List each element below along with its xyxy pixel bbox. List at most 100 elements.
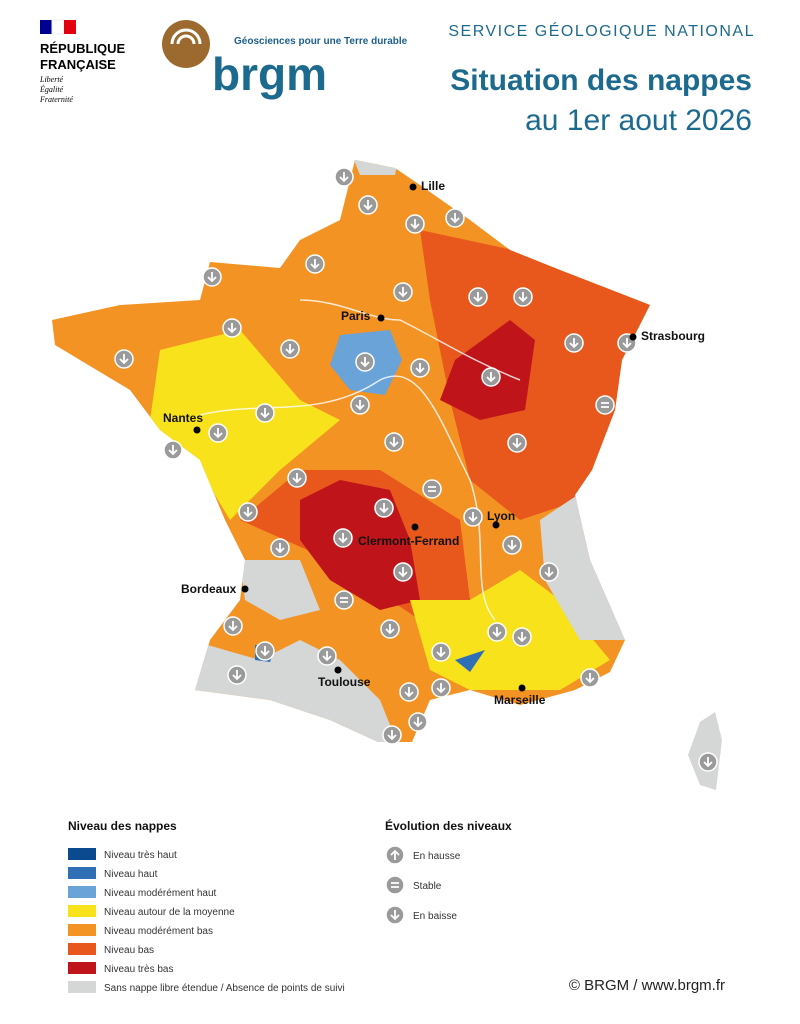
trend-icon: [114, 349, 134, 369]
trend-icon: [468, 287, 488, 307]
legend-label: Niveau modérément haut: [104, 888, 217, 899]
trend-icon: [287, 468, 307, 488]
city-dot: [241, 585, 249, 593]
trend-icon: [358, 195, 378, 215]
city-label: Lille: [421, 179, 445, 193]
legend-label: Sans nappe libre étendue / Absence de po…: [104, 983, 345, 994]
trend-icon: [393, 562, 413, 582]
trend-icon: [334, 590, 354, 610]
city-label: Bordeaux: [181, 582, 237, 596]
trend-icon: [445, 208, 465, 228]
legend-icon: [385, 845, 405, 865]
trend-icon: [208, 423, 228, 443]
trend-icon: [255, 641, 275, 661]
legend-swatch: [68, 848, 96, 860]
title: Situation des nappes: [450, 64, 752, 97]
trend-icon: [163, 440, 183, 460]
legend-swatch: [68, 981, 96, 993]
city-label: Strasbourg: [641, 329, 705, 343]
legend-icon: [385, 875, 405, 895]
credit: © BRGM / www.brgm.fr: [569, 977, 725, 994]
flag-blue: [40, 20, 52, 34]
trend-icon: [355, 352, 375, 372]
trend-icon: [374, 498, 394, 518]
city-label: Clermont-Ferrand: [358, 534, 459, 548]
trend-icon: [202, 267, 222, 287]
trend-icon: [270, 538, 290, 558]
city-dot: [518, 684, 526, 692]
trend-icon: [580, 668, 600, 688]
legend-label: Niveau modérément bas: [104, 926, 213, 937]
trend-icon: [539, 562, 559, 582]
trend-icon: [399, 682, 419, 702]
legend-label: Niveau très bas: [104, 964, 173, 975]
trend-icon: [305, 254, 325, 274]
legend-swatch: [68, 905, 96, 917]
city-label: Toulouse: [318, 675, 371, 689]
trend-icon: [422, 479, 442, 499]
city-dot: [377, 314, 385, 322]
legend-levels: Niveau très haut Niveau haut Niveau modéré…: [68, 848, 345, 994]
brgm-logo: [162, 20, 210, 68]
city-dot: [492, 521, 500, 529]
city-dots: [193, 183, 637, 692]
legend-swatch: [68, 924, 96, 936]
flag-white: [51, 19, 65, 35]
river: [199, 375, 496, 621]
city-label: Nantes: [163, 411, 203, 425]
subtitle: au 1er aout 2026: [525, 104, 752, 137]
trend-icon: [481, 367, 501, 387]
france: [52, 160, 650, 742]
city-dot: [334, 666, 342, 674]
brgm-logo-arcs: [170, 28, 202, 45]
trend-icon: [564, 333, 584, 353]
trend-icon: [507, 433, 527, 453]
legend-swatch: [68, 867, 96, 879]
motto-line: Fraternité: [39, 95, 73, 104]
legend-title: Évolution des niveaux: [385, 818, 512, 833]
legend-swatch: [68, 886, 96, 898]
trend-icon: [223, 616, 243, 636]
legend-swatch: [68, 962, 96, 974]
trend-icon: [405, 214, 425, 234]
trend-icon: [238, 502, 258, 522]
region-high: [455, 650, 485, 672]
trend-icon: [512, 627, 532, 647]
motto-line: Égalité: [39, 84, 64, 94]
legend-label: Niveau bas: [104, 945, 154, 956]
city-dot: [411, 523, 419, 531]
trend-icon: [463, 507, 483, 527]
map: Lille Paris Strasbourg Nantes Lyon Clerm…: [52, 160, 722, 790]
trend-icon: [410, 358, 430, 378]
trend-icon: [334, 167, 354, 187]
city-label: Marseille: [494, 693, 546, 707]
legend-label: En baisse: [413, 911, 457, 922]
city-label: Lyon: [487, 509, 515, 523]
republic-line: FRANÇAISE: [40, 57, 116, 72]
legend-label: Niveau très haut: [104, 850, 177, 861]
trend-icon: [382, 725, 402, 745]
trend-icon: [350, 395, 370, 415]
motto-line: Liberté: [39, 75, 64, 84]
trend-icon: [431, 642, 451, 662]
header: RÉPUBLIQUE FRANÇAISE Liberté Égalité Fra…: [39, 19, 754, 137]
legend-icon: [385, 905, 405, 925]
legend-label: Niveau haut: [104, 869, 158, 880]
trend-icon: [227, 665, 247, 685]
trend-icon: [255, 403, 275, 423]
corsica: [688, 712, 722, 790]
trend-icon: [408, 712, 428, 732]
city-dot: [629, 333, 637, 341]
republic-line: RÉPUBLIQUE: [40, 41, 126, 56]
tagline: Géosciences pour une Terre durable: [234, 36, 408, 47]
brand: brgm: [212, 48, 327, 100]
legend-label: En hausse: [413, 851, 461, 862]
trend-icon: [487, 622, 507, 642]
region-average: [150, 330, 340, 520]
trend-icon: [280, 339, 300, 359]
flag-red: [64, 20, 76, 34]
legend-title: Niveau des nappes: [68, 819, 177, 833]
legend-label: Niveau autour de la moyenne: [104, 907, 235, 918]
city-dot: [409, 183, 417, 191]
